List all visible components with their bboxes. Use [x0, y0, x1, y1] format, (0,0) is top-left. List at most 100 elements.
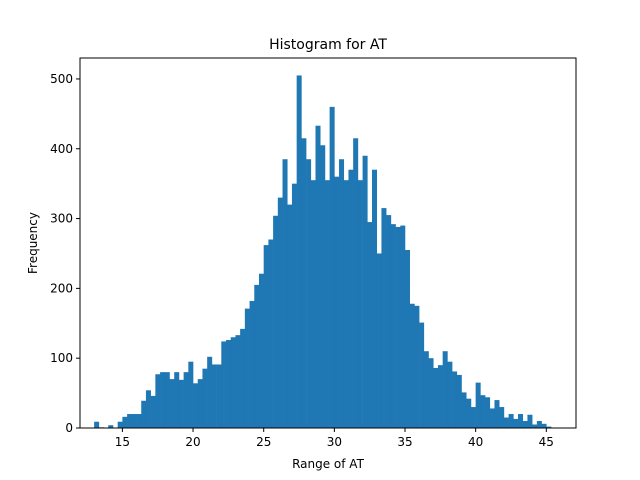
histogram-bar — [466, 398, 472, 428]
histogram-bar — [117, 421, 123, 428]
histogram-bar — [357, 180, 363, 428]
histogram-bar — [230, 337, 236, 428]
histogram-bar — [122, 416, 128, 428]
histogram-bar — [452, 371, 458, 428]
histogram-bar — [291, 183, 297, 428]
histogram-bar — [409, 303, 415, 428]
histogram-bar — [174, 372, 180, 428]
histogram-bar — [485, 397, 491, 428]
histogram-bar — [372, 169, 378, 428]
histogram-bar — [226, 340, 232, 428]
y-axis-ticks: 0 100 200 300 400 500 — [50, 72, 80, 435]
histogram-bar — [155, 374, 161, 428]
histogram-bar — [240, 328, 246, 428]
histogram-bar — [536, 421, 542, 428]
y-tick-label: 200 — [50, 281, 73, 295]
x-axis-ticks: 15 20 25 30 35 40 45 — [115, 428, 554, 449]
histogram-bar — [211, 364, 217, 428]
histogram-bar — [423, 351, 429, 428]
histogram-bar — [108, 425, 114, 428]
x-tick-label: 25 — [256, 435, 271, 449]
histogram-bar — [287, 204, 293, 428]
histogram-bar — [141, 400, 147, 428]
x-tick-label: 30 — [327, 435, 342, 449]
x-tick-label: 20 — [185, 435, 200, 449]
histogram-bar — [386, 215, 392, 428]
histogram-bar — [169, 379, 175, 428]
histogram-bar — [263, 245, 269, 428]
histogram-bar — [315, 125, 321, 428]
histogram-bar — [145, 390, 151, 428]
y-axis-label: Frequency — [26, 212, 40, 274]
histogram-bar — [249, 300, 255, 428]
histogram-bar — [503, 417, 509, 428]
histogram-bar — [282, 159, 288, 429]
histogram-bar — [216, 364, 222, 428]
histogram-bar — [188, 361, 194, 428]
histogram-bar — [499, 407, 505, 428]
histogram-bar — [197, 379, 203, 428]
histogram-bar — [470, 407, 476, 428]
histogram-bar — [164, 372, 170, 428]
plot-frame — [79, 57, 577, 429]
histogram-bar — [494, 400, 500, 428]
histogram-bar — [306, 159, 312, 429]
histogram-bar — [268, 239, 274, 428]
histogram-bar — [508, 414, 514, 428]
histogram-bar — [127, 414, 133, 428]
y-tick-label: 100 — [50, 351, 73, 365]
y-tick-label: 500 — [50, 72, 73, 86]
histogram-bar — [489, 408, 495, 428]
histogram-bar — [362, 155, 368, 429]
histogram-bar — [376, 253, 382, 428]
x-tick-label: 45 — [539, 435, 554, 449]
histogram-bars — [94, 75, 552, 429]
histogram-bar — [541, 423, 547, 428]
x-tick-label: 35 — [397, 435, 412, 449]
histogram-bar — [480, 395, 486, 428]
histogram-bar — [532, 424, 538, 428]
histogram-bar — [404, 249, 410, 428]
histogram-bar — [353, 138, 359, 428]
histogram-bar — [235, 335, 241, 428]
histogram-bar — [183, 372, 189, 428]
histogram-bar — [456, 374, 462, 428]
histogram-bar — [320, 145, 326, 428]
histogram-bar — [202, 368, 208, 428]
histogram-bar — [461, 392, 467, 428]
y-tick-label: 300 — [50, 212, 73, 226]
histogram-bar — [296, 75, 302, 428]
histogram-bar — [136, 414, 142, 428]
chart-title: Histogram for AT — [269, 37, 387, 53]
histogram-bar — [334, 176, 340, 428]
histogram-bar — [94, 421, 100, 428]
histogram-bar — [273, 215, 279, 428]
histogram-bar — [522, 421, 528, 428]
histogram-bar — [301, 138, 307, 428]
histogram-bar — [160, 372, 166, 428]
x-tick-label: 15 — [115, 435, 130, 449]
histogram-bar — [339, 159, 345, 429]
histogram-bar — [546, 426, 552, 428]
x-axis-label: Range of AT — [292, 457, 365, 471]
histogram-bar — [419, 322, 425, 428]
y-tick-label: 400 — [50, 142, 73, 156]
histogram-bar — [258, 273, 264, 428]
histogram-bar — [395, 226, 401, 428]
histogram-bar — [447, 361, 453, 428]
histogram-bar — [277, 197, 283, 428]
histogram-bar — [437, 365, 443, 428]
histogram-bar — [442, 351, 448, 428]
histogram-bar — [513, 418, 519, 428]
histogram-bar — [475, 382, 481, 428]
histogram-bar — [518, 414, 524, 428]
histogram-bar — [178, 379, 184, 428]
histogram-bar — [348, 169, 354, 428]
histogram-bar — [381, 208, 387, 428]
histogram-bar — [367, 222, 373, 428]
histogram-bar — [244, 308, 250, 428]
histogram-bar — [414, 305, 420, 428]
histogram-bar — [343, 180, 349, 428]
histogram-bar — [207, 356, 213, 428]
